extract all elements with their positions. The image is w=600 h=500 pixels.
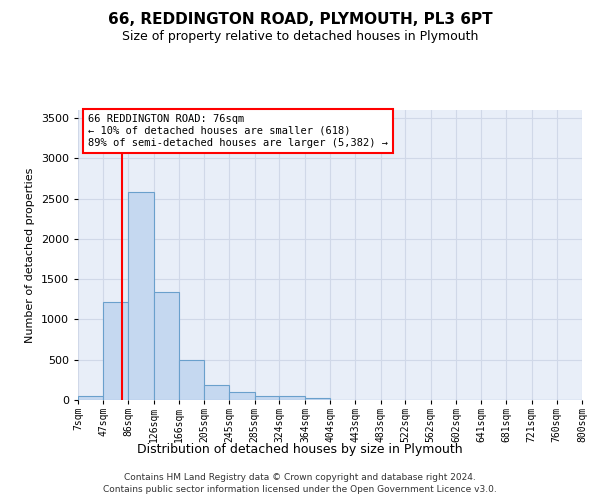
Bar <box>254 396 280 400</box>
Text: 66 REDDINGTON ROAD: 76sqm
← 10% of detached houses are smaller (618)
89% of semi: 66 REDDINGTON ROAD: 76sqm ← 10% of detac… <box>88 114 388 148</box>
Bar <box>305 398 331 400</box>
Bar <box>204 384 229 400</box>
Bar <box>103 302 128 400</box>
Text: Contains public sector information licensed under the Open Government Licence v3: Contains public sector information licen… <box>103 485 497 494</box>
Bar <box>229 392 254 400</box>
Bar <box>280 396 305 400</box>
Text: Distribution of detached houses by size in Plymouth: Distribution of detached houses by size … <box>137 442 463 456</box>
Bar <box>128 192 154 400</box>
Text: 66, REDDINGTON ROAD, PLYMOUTH, PL3 6PT: 66, REDDINGTON ROAD, PLYMOUTH, PL3 6PT <box>107 12 493 28</box>
Bar <box>78 396 103 400</box>
Bar <box>179 360 204 400</box>
Y-axis label: Number of detached properties: Number of detached properties <box>25 168 35 342</box>
Text: Contains HM Land Registry data © Crown copyright and database right 2024.: Contains HM Land Registry data © Crown c… <box>124 472 476 482</box>
Text: Size of property relative to detached houses in Plymouth: Size of property relative to detached ho… <box>122 30 478 43</box>
Bar <box>154 292 179 400</box>
